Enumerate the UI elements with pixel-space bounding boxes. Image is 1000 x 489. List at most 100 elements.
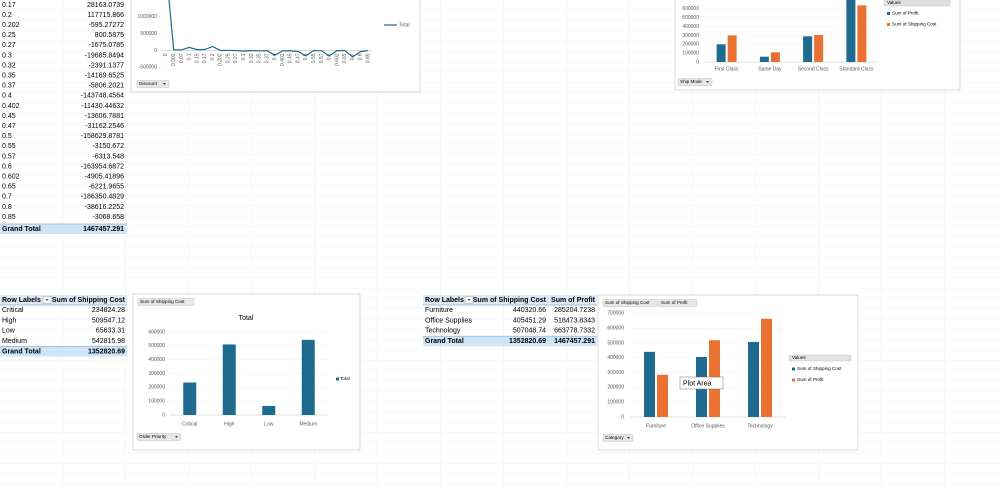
y-tick-label: 500000 [148,343,165,349]
header-band [423,295,597,305]
row-value: 518473.8343 [554,317,595,324]
row-label: 0.27 [2,42,16,49]
row-label: 0.65 [2,184,16,191]
y-tick-label: 100000 [607,400,624,406]
x-tick-label: 0.07 [179,53,185,63]
grand-total-band [0,346,127,357]
field-button[interactable] [658,299,698,307]
row-label: Low [2,328,16,335]
y-tick-label: 400000 [148,357,165,363]
legend-label: Total [340,376,350,381]
field-button-label: Discount [139,81,158,86]
dropdown-arrow [45,299,49,301]
line-series [168,0,369,58]
y-tick-label: 100000 [682,50,699,56]
x-tick-label: 0.2 [210,53,216,60]
field-button[interactable] [136,433,182,441]
field-button[interactable] [677,78,713,86]
row-label: Technology [425,328,461,335]
x-tick-label: Medium [299,421,317,427]
bar [814,34,824,62]
bar [644,351,655,417]
row-value: 509547.12 [92,317,125,324]
field-button[interactable] [602,434,634,442]
x-tick-label: 0.65 [342,53,348,63]
row-value: -14169.6525 [85,73,124,80]
row-value: 117715.866 [88,12,125,19]
row-label: 0.3 [2,52,12,59]
x-tick-label: 0.47 [295,53,301,63]
y-tick-label: -500000 [139,65,158,71]
column-header: Sum of Profit [551,297,596,304]
bar [301,339,315,415]
row-value: -11430.44632 [81,103,124,110]
grand-total-value: 1467457.291 [83,226,124,233]
chart-frame[interactable] [130,0,421,93]
column-header: Sum of Shipping Cost [473,297,547,304]
grand-total-band [0,224,127,234]
row-label: 0.47 [2,123,16,130]
row-value: -3150.672 [92,143,124,150]
row-label: 0.35 [2,73,16,80]
x-tick-label: 0.4 [272,53,278,60]
y-tick-label: 400000 [682,24,699,30]
row-label: 0.402 [2,103,20,110]
dropdown-arrow [163,83,166,85]
legend-swatch [792,378,795,382]
x-tick-label: 0.1 [187,53,193,60]
y-tick-label: 600000 [607,326,624,332]
row-label: 0.85 [2,214,16,221]
x-tick-label: Office Supplies [691,423,725,429]
row-value: 663778.7332 [554,328,595,335]
x-tick-label: 0.6 [327,53,333,60]
x-tick-label: 0.602 [334,53,340,66]
grand-total-label: Grand Total [425,338,464,345]
row-value: 800.5875 [95,32,124,39]
y-tick-label: 300000 [148,371,165,377]
y-tick-label: 200000 [607,385,624,391]
dropdown-arrow [175,436,178,438]
row-value: 28163.0739 [87,2,124,9]
row-label: 0.45 [2,113,16,120]
row-label: 0.37 [2,83,16,90]
x-tick-label: 0.202 [218,53,224,66]
y-tick-label: 300000 [682,33,699,39]
field-button[interactable] [137,298,195,306]
x-tick-label: 0.25 [225,53,231,63]
row-label: 0.7 [2,194,12,201]
x-tick-label: 0.32 [249,53,255,63]
y-tick-label: 1000000 [138,14,158,20]
legend-label: Sum of Profit [797,377,824,382]
grand-total-value: 1352820.69 [509,338,546,345]
x-tick-label: 0.27 [233,53,239,63]
header-band [0,295,127,305]
field-button-label: Sum of Profit [661,300,688,305]
row-label: 0.5 [2,133,12,140]
dropdown-arrow [627,437,630,439]
row-label: 0.25 [2,32,16,39]
bar [727,35,737,62]
legend-title: Values [887,0,901,5]
x-tick-label: 0.15 [194,53,200,63]
x-tick-label: 0.57 [319,53,325,63]
legend-swatch [336,377,339,381]
row-label: 0.32 [2,62,16,69]
field-button[interactable] [602,299,659,307]
row-label: 0.55 [2,143,16,150]
y-tick-label: 200000 [148,385,165,391]
bar [846,0,856,63]
legend-label: Sum of Shipping Cost [892,22,937,27]
x-tick-label: 0 [163,53,169,56]
chart-frame[interactable] [132,293,361,451]
y-tick-label: 0 [696,59,699,65]
grand-total-value: 1467457.291 [554,338,595,345]
field-button[interactable] [136,80,170,88]
y-tick-label: 0 [162,412,165,418]
x-tick-label: First Class [715,66,739,72]
y-tick-label: 600000 [682,6,699,12]
x-tick-label: 0.85 [365,53,371,63]
y-tick-label: 500000 [607,340,624,346]
row-label: High [2,317,17,324]
legend-header [788,354,852,362]
